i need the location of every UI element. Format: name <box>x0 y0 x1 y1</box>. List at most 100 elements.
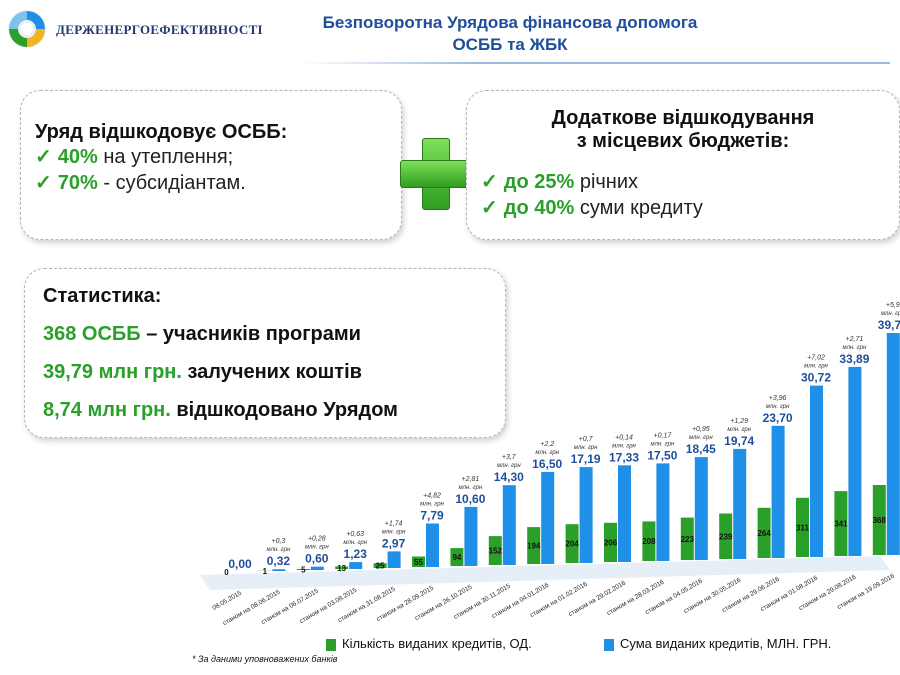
increment-label: +1,74 <box>385 520 403 527</box>
sum-label: 39,79 <box>878 318 900 332</box>
bar-sum <box>656 463 670 561</box>
statistics-box: Статистика: 368 ОСББ – учасників програм… <box>24 268 506 438</box>
box-right-item: ✓ до 25% річних <box>481 169 703 195</box>
legend-item-sum: Сума виданих кредитів, МЛН. ГРН. <box>604 636 831 651</box>
bar-count <box>834 491 848 556</box>
sum-label: 2,97 <box>382 536 406 550</box>
count-label: 206 <box>604 538 618 547</box>
increment-label: +0,63 <box>346 531 364 538</box>
bar-sum <box>272 569 286 571</box>
increment-unit-label: млн. грн <box>843 345 867 351</box>
sum-label: 30,72 <box>801 371 831 385</box>
count-label: 311 <box>796 523 809 532</box>
increment-unit-label: млн. грн <box>420 502 444 508</box>
increment-label: +0,7 <box>579 436 594 443</box>
bar-count <box>488 536 502 565</box>
stats-line: 368 ОСББ – учасників програми <box>43 315 398 353</box>
bar-count <box>450 548 464 566</box>
item-text: річних <box>574 171 639 193</box>
bar-sum <box>426 523 439 567</box>
local-budget-compensation-box: Додаткове відшкодування з місцевих бюдже… <box>466 90 900 240</box>
increment-unit-label: млн. грн <box>881 311 900 317</box>
item-text: - субсидіантам. <box>97 172 246 194</box>
check-icon: ✓ <box>35 146 52 168</box>
check-icon: ✓ <box>35 172 52 194</box>
box-right-heading-1: Додаткове відшкодування <box>551 107 815 129</box>
sum-label: 17,50 <box>647 448 677 462</box>
footnote: * За даними уповноважених банків <box>192 654 338 664</box>
count-label: 152 <box>489 547 503 556</box>
stats-line: 8,74 млн грн. відшкодовано Урядом <box>43 391 398 429</box>
box-left-item: ✓ 40% на утеплення; <box>35 144 287 170</box>
count-label: 194 <box>527 542 541 551</box>
count-label: 368 <box>873 516 887 525</box>
title-line-1: Безповоротна Урядова фінансова допомога <box>322 13 698 32</box>
sum-label: 14,30 <box>494 470 524 484</box>
count-label: 239 <box>719 532 733 541</box>
bar-sum <box>886 333 900 555</box>
bar-count <box>373 563 387 568</box>
stats-value: 368 ОСББ <box>43 323 141 345</box>
item-value: до 25% <box>503 171 575 193</box>
stats-heading: Статистика: <box>43 285 162 307</box>
org-name: ДЕРЖЕНЕРГОЕФЕКТИВНОСТІ <box>56 22 263 37</box>
increment-unit-label: млн. грн <box>804 364 828 370</box>
increment-unit-label: млн. грн <box>651 441 675 447</box>
count-label: 13 <box>337 564 346 573</box>
stats-value: 39,79 млн грн. <box>43 361 182 383</box>
bar-count <box>527 527 541 564</box>
count-label: 223 <box>681 535 695 544</box>
increment-label: +0,17 <box>654 432 673 439</box>
bar-sum <box>502 485 516 565</box>
stats-text: відшкодовано Урядом <box>170 399 398 421</box>
stats-value: 8,74 млн грн. <box>43 399 171 421</box>
bar-count <box>296 569 310 570</box>
increment-label: +1,29 <box>730 418 748 425</box>
stats-text: – учасників програми <box>140 323 361 345</box>
count-label: 204 <box>565 540 579 549</box>
bar-sum <box>387 551 401 568</box>
bar-count <box>872 485 886 555</box>
increment-label: +4,82 <box>423 493 441 500</box>
bar-count <box>604 522 617 562</box>
increment-label: +5,9 <box>886 302 900 309</box>
item-value: 40% <box>57 146 98 168</box>
bar-count <box>719 513 733 559</box>
title-line-2: ОСББ та ЖБК <box>452 35 568 54</box>
sum-label: 18,45 <box>686 442 716 456</box>
increment-unit-label: млн. грн <box>305 545 329 551</box>
bar-count <box>680 517 694 560</box>
sum-label: 0,60 <box>305 552 329 566</box>
increment-label: +2,71 <box>846 336 864 343</box>
increment-label: +3,96 <box>769 395 787 402</box>
sum-label: 10,60 <box>455 492 485 506</box>
count-label: 5 <box>301 566 306 575</box>
box-left-item: ✓ 70% - субсидіантам. <box>35 170 287 196</box>
increment-label: +0,28 <box>308 536 326 543</box>
legend-item-count: Кількість виданих кредитів, ОД. <box>326 636 532 651</box>
category-label: 08.05.2015 <box>211 589 243 612</box>
legend-label: Сума виданих кредитів, МЛН. ГРН. <box>620 636 832 651</box>
header: ДЕРЖЕНЕРГОЕФЕКТИВНОСТІ Безповоротна Уряд… <box>0 0 900 72</box>
item-text: на утеплення; <box>97 146 234 168</box>
item-text: суми кредиту <box>574 197 703 219</box>
bar-sum <box>810 385 823 557</box>
increment-label: +0,14 <box>615 434 633 441</box>
bar-count <box>565 524 579 563</box>
increment-label: +0,3 <box>271 538 285 545</box>
increment-unit-label: млн. грн <box>689 435 713 441</box>
increment-label: +7,02 <box>807 355 825 362</box>
count-label: 94 <box>452 553 461 562</box>
increment-unit-label: млн. грн <box>382 529 406 535</box>
sum-label: 0,32 <box>267 554 291 568</box>
bar-sum <box>579 467 593 563</box>
increment-label: +3,7 <box>502 454 517 461</box>
bar-sum <box>618 465 631 562</box>
bar-sum <box>733 448 747 559</box>
legend-swatch-blue <box>604 638 614 651</box>
sum-label: 19,74 <box>724 434 754 448</box>
increment-unit-label: млн. грн <box>497 463 521 469</box>
bar-count <box>757 507 771 558</box>
increment-unit-label: млн. грн <box>267 547 291 553</box>
